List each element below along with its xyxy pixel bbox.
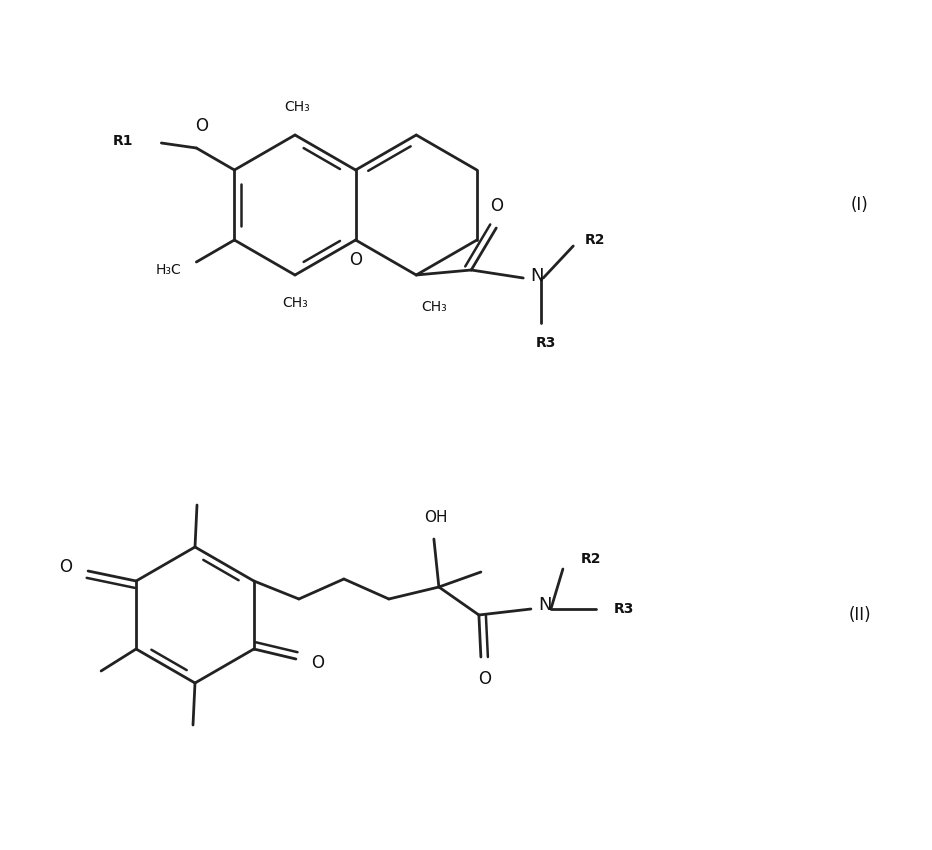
Text: OH: OH: [424, 509, 447, 524]
Text: N: N: [538, 596, 552, 614]
Text: O: O: [195, 117, 208, 135]
Text: O: O: [489, 197, 502, 215]
Text: CH₃: CH₃: [421, 300, 447, 314]
Text: R3: R3: [613, 602, 634, 616]
Text: (I): (I): [851, 196, 869, 214]
Text: O: O: [311, 654, 324, 672]
Text: H₃C: H₃C: [156, 263, 182, 277]
Text: O: O: [350, 251, 363, 269]
Text: O: O: [60, 558, 73, 576]
Text: N: N: [530, 267, 544, 285]
Text: O: O: [478, 670, 491, 688]
Text: (II): (II): [849, 606, 871, 624]
Text: CH₃: CH₃: [282, 296, 308, 310]
Text: R1: R1: [113, 134, 133, 148]
Text: R3: R3: [536, 336, 556, 350]
Text: CH₃: CH₃: [284, 100, 309, 114]
Text: R2: R2: [581, 552, 601, 566]
Text: R2: R2: [585, 233, 606, 247]
